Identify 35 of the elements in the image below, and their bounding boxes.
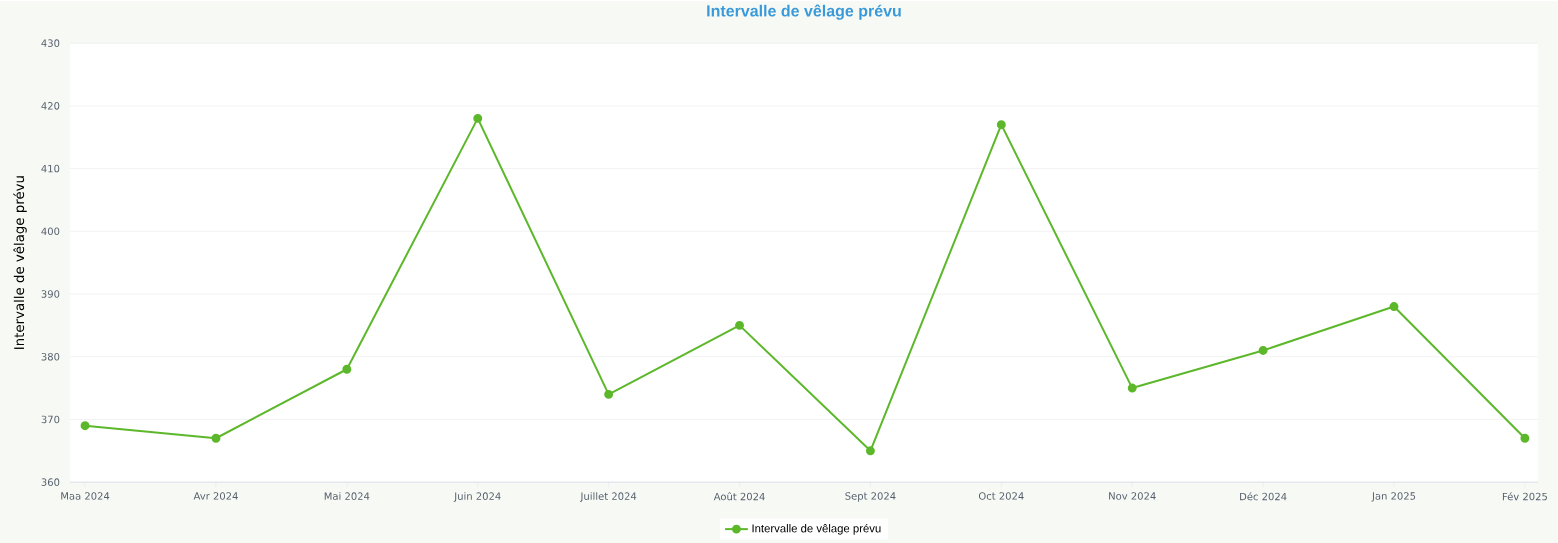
x-tick-label: Déc 2024 (1240, 492, 1287, 501)
point (1258, 345, 1268, 355)
point (1520, 433, 1530, 443)
y-tick-label: 360 (41, 478, 60, 486)
point (996, 120, 1006, 130)
x-tick-label: Nov 2024 (1109, 492, 1156, 500)
point (211, 433, 221, 443)
y-tick-label: 390 (41, 290, 60, 298)
point (604, 389, 614, 399)
point (865, 446, 875, 456)
x-tick-label: Maa 2024 (61, 492, 110, 500)
point (342, 364, 352, 374)
point (80, 421, 90, 431)
y-tick-label: 420 (41, 102, 60, 110)
x-tick-label: Juin 2024 (453, 492, 501, 502)
y-tick-label: 380 (41, 352, 60, 361)
y-tick-label: 400 (41, 227, 60, 236)
x-tick-label: Avr 2024 (193, 492, 238, 500)
x-tick-label: Août 2024 (713, 492, 765, 501)
x-tick-label: Sept 2024 (845, 492, 896, 502)
x-tick-label: Juillet 2024 (579, 492, 637, 502)
point (1389, 302, 1399, 311)
y-tick-label: 430 (41, 39, 60, 47)
point (1127, 383, 1137, 393)
x-tick-label: Fév 2025 (1502, 492, 1547, 501)
x-tick-label: Oct 2024 (978, 492, 1024, 500)
y-tick-label: 370 (41, 415, 60, 424)
chart-title: Intervalle de vêlage prévu (707, 4, 901, 20)
point (735, 320, 744, 330)
legend-label: Intervalle de vêlage prévu (752, 523, 881, 535)
point (473, 113, 483, 123)
x-tick-label: Jan 2025 (1371, 492, 1416, 502)
y-axis-title: Intervalle de vêlage prévu (13, 176, 27, 349)
x-tick-label: Mai 2024 (324, 492, 370, 500)
y-tick-label: 410 (41, 164, 60, 173)
